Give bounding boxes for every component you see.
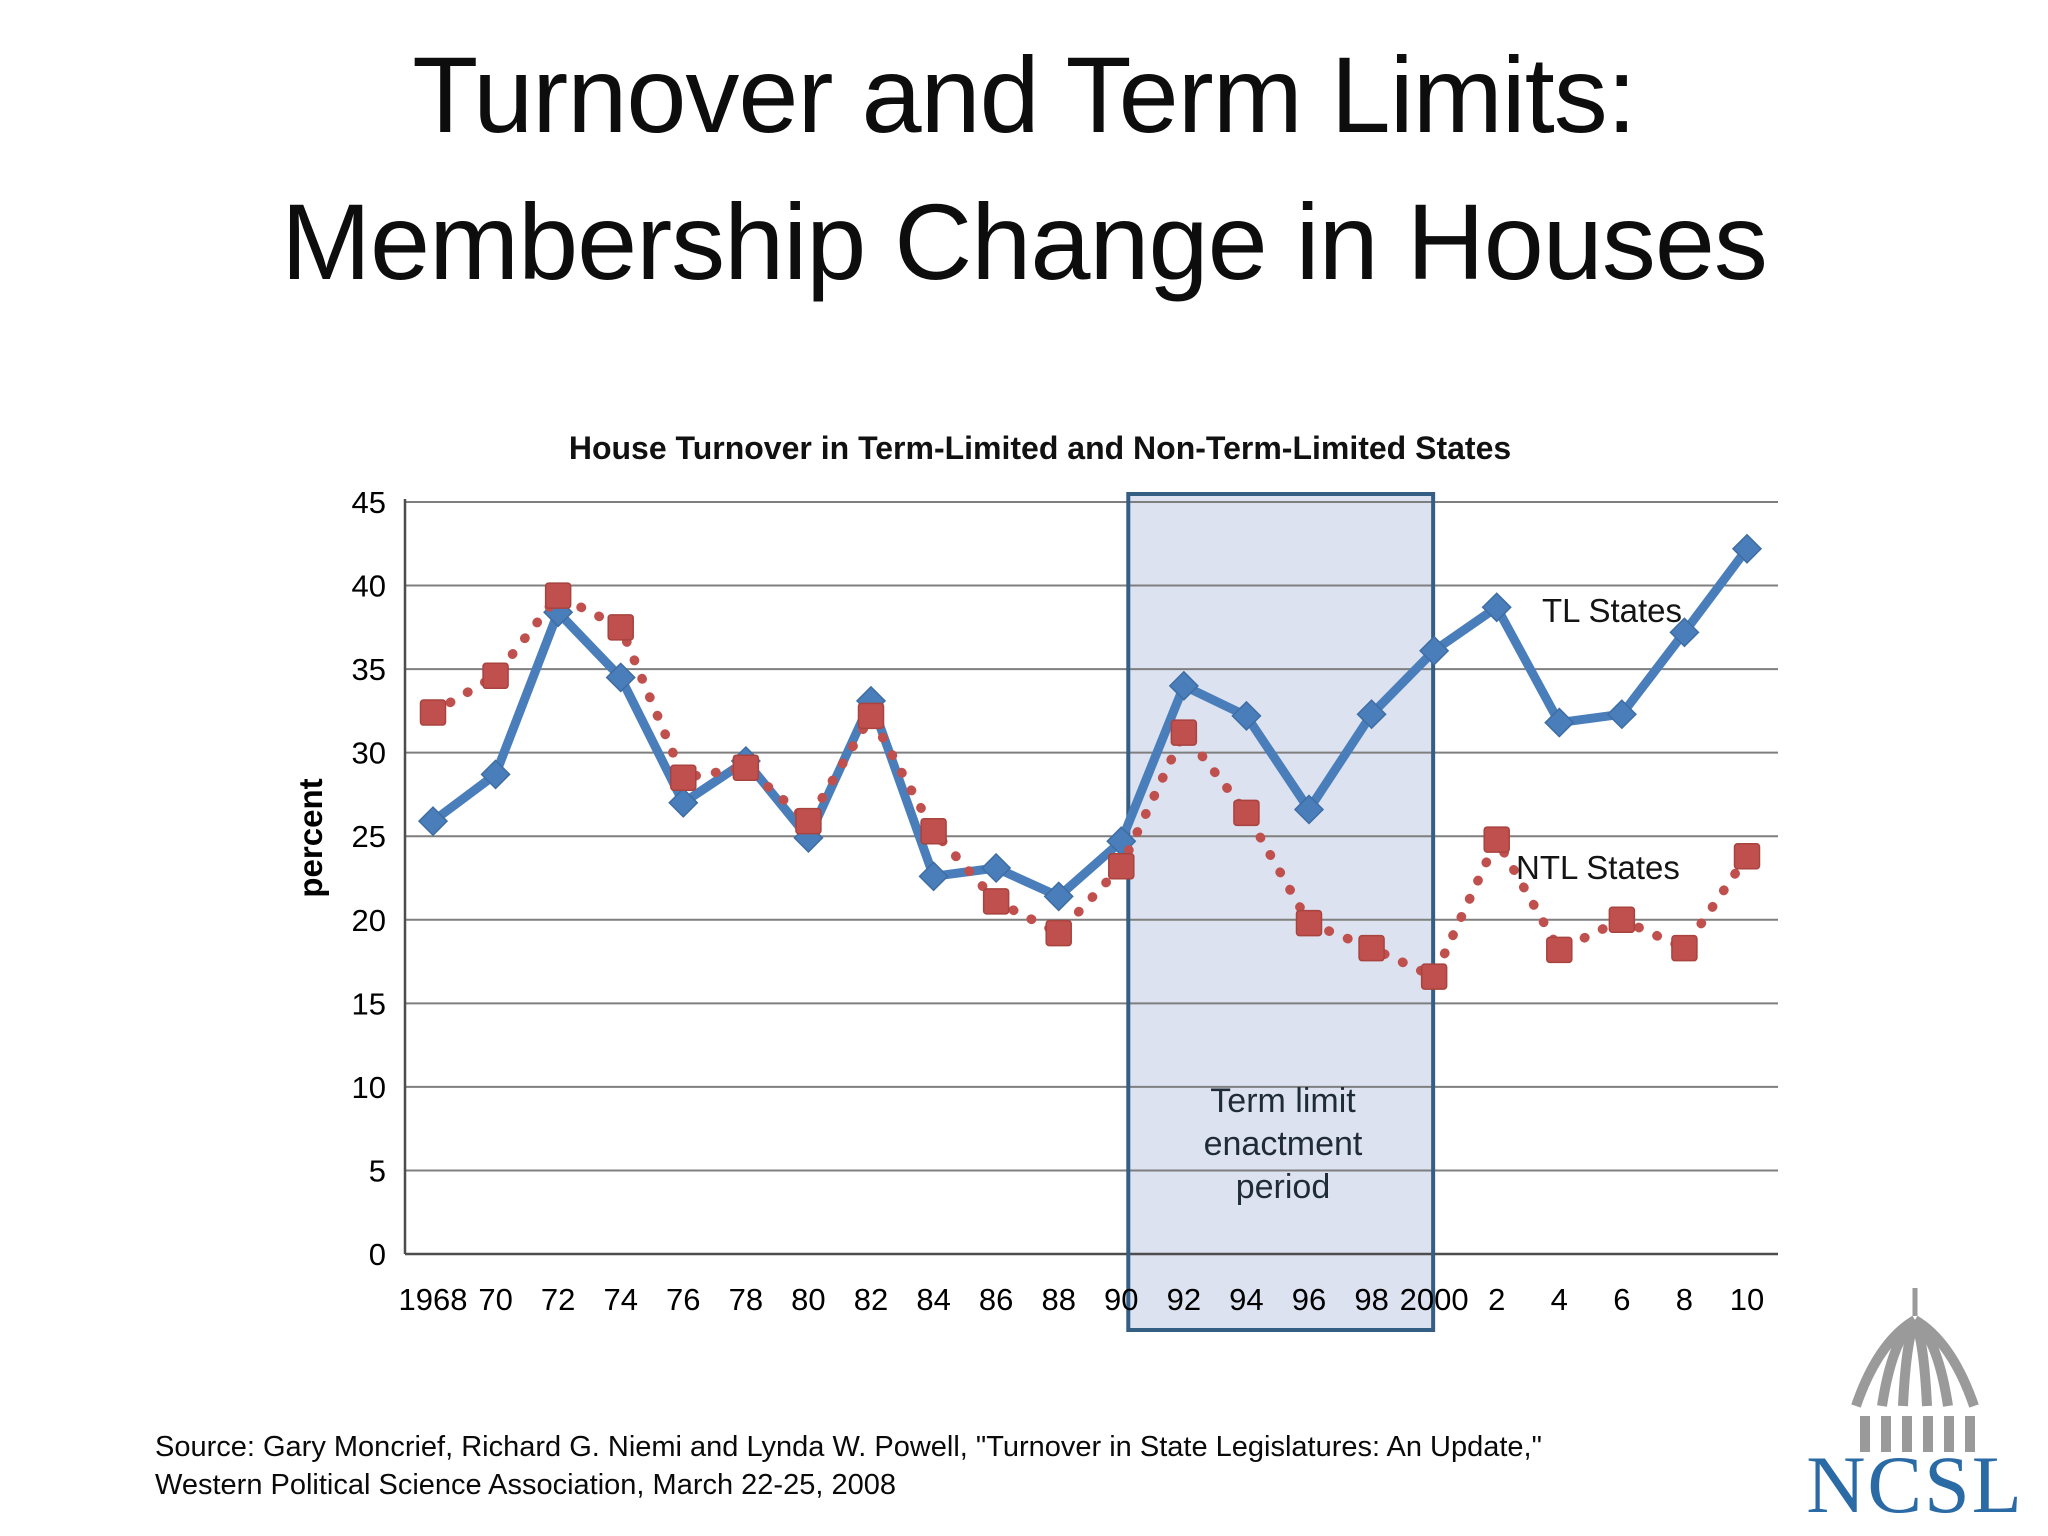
marker-square-ntl-states	[1671, 934, 1698, 962]
series-label-ntl-states: NTL States	[1516, 849, 1680, 886]
x-tick-label: 2	[1488, 1282, 1505, 1317]
x-tick-label: 80	[791, 1282, 825, 1317]
marker-square-ntl-states	[419, 699, 447, 726]
marker-square-ntl-states	[857, 702, 885, 730]
marker-square-ntl-states	[1295, 909, 1323, 937]
marker-square-ntl-states	[1045, 919, 1072, 947]
marker-square-ntl-states	[1420, 963, 1448, 990]
slide-title: Turnover and Term Limits: Membership Cha…	[0, 22, 2048, 316]
y-tick-label: 15	[352, 986, 386, 1021]
marker-square-ntl-states	[1170, 719, 1198, 746]
marker-square-ntl-states	[482, 662, 509, 690]
y-tick-label: 40	[352, 569, 386, 604]
chart-title: House Turnover in Term-Limited and Non-T…	[568, 430, 1512, 466]
marker-diamond-tl-states	[981, 852, 1012, 884]
marker-diamond-tl-states	[417, 806, 449, 837]
marker-diamond-tl-states	[1168, 670, 1199, 701]
x-tick-label: 98	[1354, 1282, 1388, 1317]
marker-diamond-tl-states	[1231, 700, 1262, 731]
highlight-region-fill	[1128, 494, 1434, 1330]
slide-title-line2: Membership Change in Houses	[281, 180, 1768, 302]
y-tick-label: 30	[352, 736, 386, 771]
x-tick-label: 92	[1167, 1282, 1201, 1317]
marker-diamond-tl-states	[1043, 881, 1074, 912]
y-tick-label: 10	[352, 1070, 386, 1105]
marker-square-ntl-states	[1108, 853, 1135, 880]
marker-square-ntl-states	[607, 614, 634, 641]
y-tick-label: 45	[352, 485, 386, 520]
source-citation: Source: Gary Moncrief, Richard G. Niemi …	[155, 1428, 1775, 1505]
highlight-region-border	[1126, 492, 1436, 1332]
marker-square-ntl-states	[920, 817, 947, 845]
marker-square-ntl-states	[1483, 826, 1510, 853]
x-tick-label: 70	[478, 1282, 512, 1317]
x-tick-label: 96	[1292, 1282, 1326, 1317]
marker-diamond-tl-states	[1293, 794, 1325, 825]
y-tick-label: 35	[352, 652, 386, 687]
marker-diamond-tl-states	[1731, 533, 1763, 564]
x-tick-label: 1968	[399, 1282, 468, 1317]
x-tick-label: 6	[1613, 1282, 1630, 1317]
x-tick-label: 86	[979, 1282, 1013, 1317]
marker-square-ntl-states	[732, 754, 760, 781]
ncsl-capitol-dome-icon	[1851, 1288, 1979, 1452]
marker-diamond-tl-states	[480, 759, 511, 790]
x-tick-label: 72	[541, 1282, 575, 1317]
marker-square-ntl-states	[795, 807, 822, 835]
y-tick-label: 25	[352, 819, 386, 854]
x-tick-label: 10	[1730, 1282, 1764, 1317]
x-tick-label: 88	[1041, 1282, 1075, 1317]
series-line-tl-states	[428, 544, 1752, 901]
ncsl-logo-text: NCSL	[1806, 1439, 2024, 1530]
y-axis-title: percent	[292, 778, 329, 897]
y-tick-label: 0	[369, 1237, 386, 1272]
source-line2: Western Political Science Association, M…	[155, 1469, 896, 1502]
series-line-ntl-states	[428, 589, 1752, 983]
x-tick-label: 4	[1551, 1282, 1568, 1317]
x-tick-label: 90	[1104, 1282, 1138, 1317]
x-tick-label: 82	[854, 1282, 888, 1317]
marker-square-ntl-states	[544, 582, 572, 609]
x-tick-label: 2000	[1400, 1282, 1469, 1317]
y-tick-label: 20	[352, 903, 386, 938]
x-tick-label: 94	[1229, 1282, 1263, 1317]
marker-square-ntl-states	[1358, 934, 1385, 962]
source-line1: Source: Gary Moncrief, Richard G. Niemi …	[155, 1431, 1542, 1463]
marker-diamond-tl-states	[918, 861, 949, 892]
marker-diamond-tl-states	[1669, 617, 1700, 648]
x-tick-label: 74	[603, 1282, 637, 1317]
marker-diamond-tl-states	[1544, 707, 1575, 738]
marker-diamond-tl-states	[1419, 635, 1450, 666]
marker-diamond-tl-states	[1356, 699, 1387, 730]
marker-diamond-tl-states	[605, 662, 636, 693]
x-tick-label: 84	[916, 1282, 950, 1317]
x-tick-label: 76	[666, 1282, 700, 1317]
slide-title-line1: Turnover and Term Limits:	[412, 34, 1636, 155]
marker-diamond-tl-states	[668, 787, 699, 818]
marker-diamond-tl-states	[1606, 699, 1637, 730]
marker-square-ntl-states	[1733, 843, 1761, 870]
marker-square-ntl-states	[1233, 799, 1260, 827]
marker-square-ntl-states	[982, 888, 1010, 915]
marker-square-ntl-states	[1608, 906, 1636, 934]
marker-square-ntl-states	[670, 764, 697, 791]
marker-diamond-tl-states	[1481, 592, 1512, 623]
y-tick-label: 5	[369, 1153, 386, 1188]
x-tick-label: 8	[1676, 1282, 1693, 1317]
series-label-tl-states: TL States	[1542, 592, 1683, 629]
term-limit-region-annotation: Term limit enactment period	[1203, 1082, 1363, 1206]
x-tick-label: 78	[729, 1282, 763, 1317]
marker-square-ntl-states	[1546, 936, 1573, 964]
